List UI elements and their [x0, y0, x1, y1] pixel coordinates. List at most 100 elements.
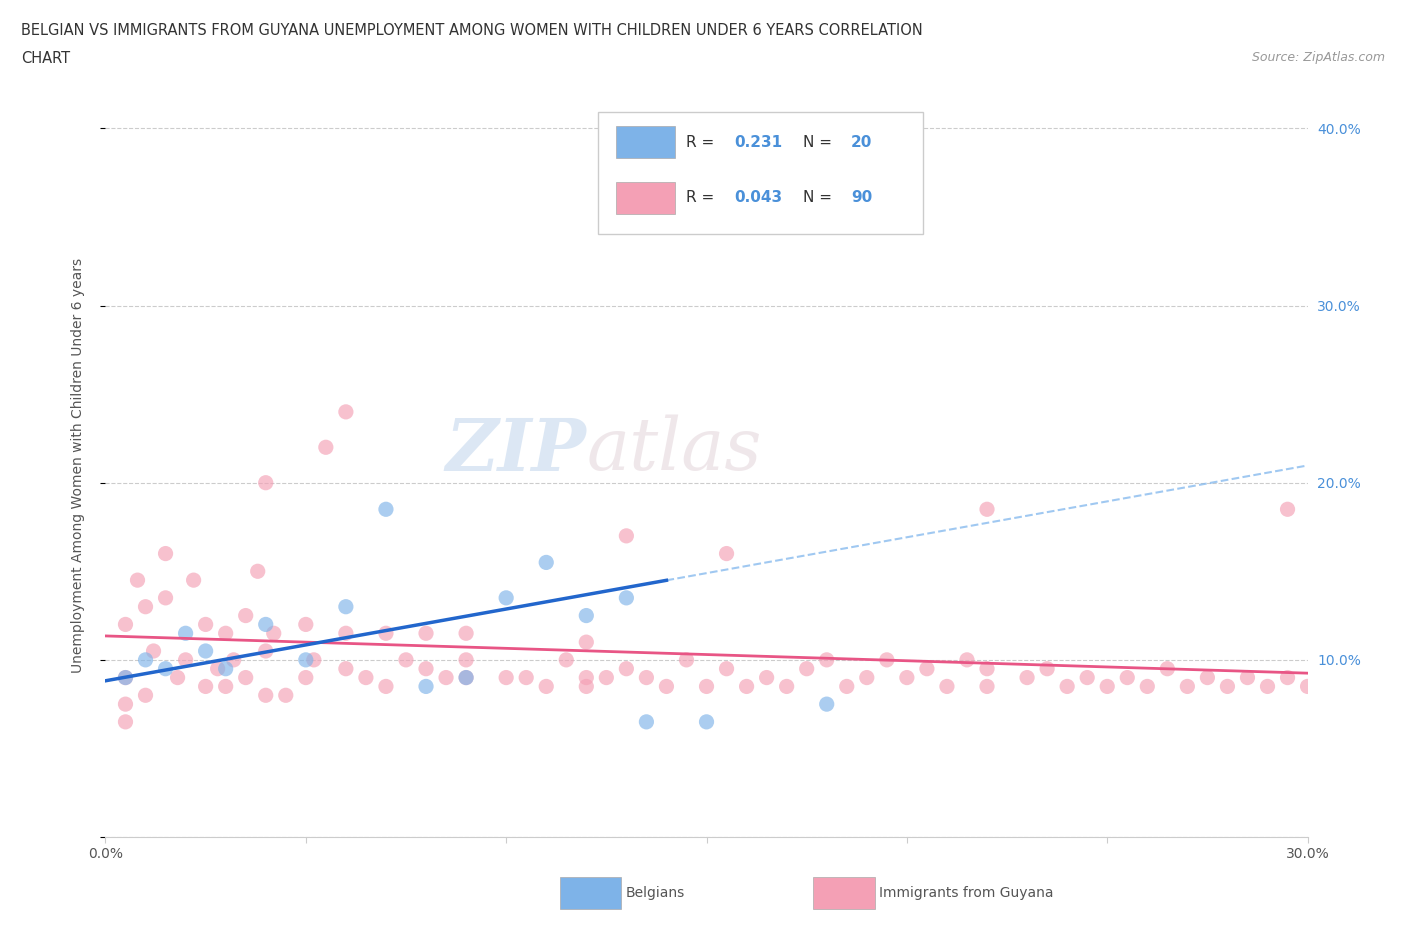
Point — [454, 671, 477, 685]
Point — [815, 697, 838, 711]
Text: R =: R = — [686, 191, 720, 206]
Point — [374, 626, 398, 641]
Point — [142, 644, 165, 658]
Point — [335, 599, 357, 614]
Point — [135, 599, 157, 614]
Point — [415, 679, 437, 694]
Point — [174, 653, 197, 668]
Point — [114, 714, 136, 729]
Point — [415, 661, 437, 676]
Point — [246, 564, 269, 578]
Point — [263, 626, 285, 641]
Text: atlas: atlas — [586, 415, 762, 485]
Text: 0.043: 0.043 — [734, 191, 782, 206]
Point — [235, 608, 257, 623]
Point — [1097, 679, 1119, 694]
Point — [976, 661, 998, 676]
Point — [1257, 679, 1279, 694]
Point — [454, 653, 477, 668]
Point — [454, 671, 477, 685]
Text: ZIP: ZIP — [446, 415, 586, 485]
Text: 20: 20 — [851, 135, 872, 150]
Text: R =: R = — [686, 135, 720, 150]
Text: Immigrants from Guyana: Immigrants from Guyana — [879, 885, 1053, 900]
Text: 0.231: 0.231 — [734, 135, 782, 150]
Point — [976, 679, 998, 694]
Point — [1197, 671, 1219, 685]
Point — [395, 653, 418, 668]
Point — [555, 653, 578, 668]
Point — [166, 671, 188, 685]
Point — [374, 502, 398, 517]
Point — [454, 626, 477, 641]
Point — [295, 617, 318, 631]
Point — [1277, 502, 1299, 517]
Point — [315, 440, 337, 455]
Point — [575, 679, 598, 694]
Point — [1156, 661, 1178, 676]
Point — [675, 653, 697, 668]
Point — [616, 661, 638, 676]
Point — [1177, 679, 1199, 694]
Point — [295, 653, 318, 668]
Point — [1236, 671, 1258, 685]
Point — [534, 679, 557, 694]
Point — [776, 679, 799, 694]
Point — [735, 679, 758, 694]
Point — [616, 528, 638, 543]
Point — [636, 714, 658, 729]
Point — [696, 714, 718, 729]
Point — [354, 671, 377, 685]
Point — [575, 634, 598, 649]
Point — [956, 653, 979, 668]
Point — [1136, 679, 1159, 694]
Point — [1216, 679, 1239, 694]
Point — [495, 591, 517, 605]
FancyBboxPatch shape — [616, 182, 675, 214]
Y-axis label: Unemployment Among Women with Children Under 6 years: Unemployment Among Women with Children U… — [70, 258, 84, 672]
Point — [655, 679, 678, 694]
Point — [207, 661, 229, 676]
Point — [335, 405, 357, 419]
Point — [302, 653, 325, 668]
Point — [1017, 671, 1039, 685]
Point — [155, 546, 177, 561]
Point — [114, 671, 136, 685]
Point — [222, 653, 245, 668]
Point — [896, 671, 918, 685]
Point — [254, 688, 277, 703]
FancyBboxPatch shape — [616, 126, 675, 158]
Point — [254, 475, 277, 490]
Point — [1296, 679, 1319, 694]
Point — [1116, 671, 1139, 685]
Point — [194, 617, 217, 631]
Point — [636, 671, 658, 685]
Point — [1036, 661, 1059, 676]
Point — [214, 661, 236, 676]
Point — [194, 679, 217, 694]
Point — [936, 679, 959, 694]
Text: N =: N = — [803, 135, 837, 150]
Point — [254, 644, 277, 658]
Point — [135, 688, 157, 703]
Point — [214, 679, 236, 694]
Point — [214, 626, 236, 641]
Point — [534, 555, 557, 570]
Point — [595, 671, 617, 685]
Point — [915, 661, 938, 676]
Point — [194, 644, 217, 658]
Point — [515, 671, 537, 685]
Point — [183, 573, 205, 588]
Point — [876, 653, 898, 668]
Point — [1056, 679, 1078, 694]
Point — [155, 661, 177, 676]
Text: N =: N = — [803, 191, 837, 206]
Point — [114, 617, 136, 631]
Point — [835, 679, 858, 694]
Point — [114, 671, 136, 685]
Point — [696, 679, 718, 694]
Point — [335, 661, 357, 676]
Point — [155, 591, 177, 605]
Text: Belgians: Belgians — [626, 885, 685, 900]
Point — [1277, 671, 1299, 685]
